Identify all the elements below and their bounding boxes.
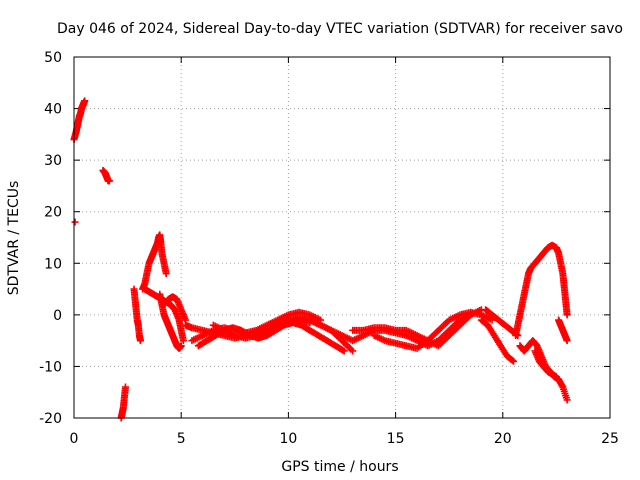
data-point — [136, 337, 144, 345]
data-point — [177, 342, 185, 350]
data-point — [563, 396, 571, 404]
data-point — [179, 337, 187, 345]
data-points — [70, 97, 571, 422]
series-arc-6 — [139, 231, 170, 293]
y-tick-label: 20 — [44, 205, 62, 221]
series-arc-4 — [117, 383, 129, 422]
data-point — [349, 347, 357, 355]
data-point — [563, 311, 571, 319]
data-point — [339, 346, 347, 354]
data-point — [81, 97, 89, 105]
series-arc-21 — [555, 316, 571, 345]
data-point — [105, 177, 113, 185]
y-tick-label: 0 — [53, 308, 62, 324]
data-point — [563, 337, 571, 345]
data-point — [162, 270, 170, 278]
series-arc-1 — [70, 97, 89, 144]
series-arc-2 — [71, 218, 79, 226]
y-tick-label: -10 — [39, 359, 62, 375]
x-tick-label: 20 — [494, 431, 512, 447]
series-arc-20 — [552, 244, 571, 319]
y-tick-label: 50 — [44, 50, 62, 66]
y-tick-label: 10 — [44, 256, 62, 272]
series-arc-23 — [531, 347, 560, 381]
y-axis-label: SDTVAR / TECUs — [6, 181, 22, 296]
data-point — [71, 218, 79, 226]
plot-frame — [73, 56, 611, 419]
series-arc-19 — [512, 241, 560, 339]
series-arc-17 — [477, 316, 518, 365]
y-tick-label: 30 — [44, 153, 62, 169]
series-arc-3 — [99, 166, 113, 185]
data-point — [508, 356, 516, 364]
x-tick-label: 25 — [601, 431, 619, 447]
data-point — [510, 357, 518, 365]
x-tick-label: 15 — [387, 431, 405, 447]
data-point — [121, 383, 129, 391]
chart-title: Day 046 of 2024, Sidereal Day-to-day VTE… — [57, 21, 623, 37]
y-tick-label: 40 — [44, 102, 62, 118]
x-tick-label: 5 — [177, 431, 186, 447]
series-arc-5 — [130, 285, 144, 345]
series-arc-8 — [156, 290, 185, 352]
x-tick-label: 0 — [70, 431, 79, 447]
grid — [74, 57, 610, 418]
data-point — [552, 373, 560, 381]
series-arc-16 — [370, 308, 496, 352]
x-tick-label: 10 — [279, 431, 297, 447]
series-arc-13 — [209, 316, 314, 342]
y-tick-label: -20 — [39, 411, 62, 427]
series-arc-9 — [160, 293, 189, 324]
data-point — [340, 347, 348, 355]
x-axis-label: GPS time / hours — [281, 459, 398, 475]
